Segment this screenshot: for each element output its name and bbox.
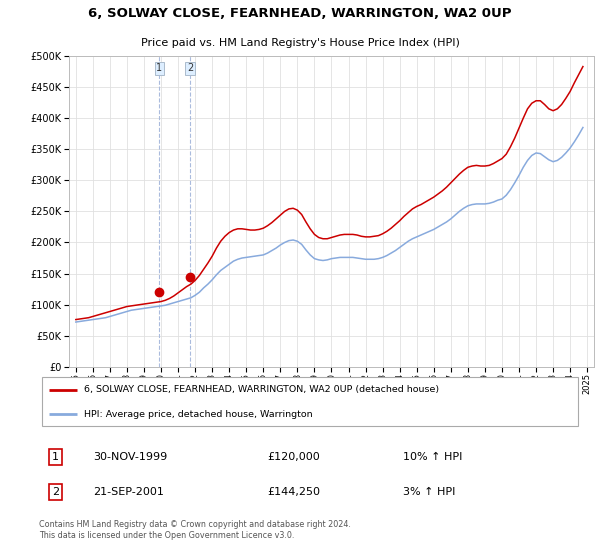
Text: 6, SOLWAY CLOSE, FEARNHEAD, WARRINGTON, WA2 0UP (detached house): 6, SOLWAY CLOSE, FEARNHEAD, WARRINGTON, …	[83, 385, 439, 394]
Text: Contains HM Land Registry data © Crown copyright and database right 2024.
This d: Contains HM Land Registry data © Crown c…	[39, 520, 351, 539]
Text: 2: 2	[187, 63, 193, 73]
Text: £120,000: £120,000	[267, 452, 320, 462]
Text: 10% ↑ HPI: 10% ↑ HPI	[403, 452, 462, 462]
Text: 30-NOV-1999: 30-NOV-1999	[94, 452, 167, 462]
Text: 1: 1	[52, 452, 59, 462]
Text: 1: 1	[156, 63, 163, 73]
Text: 6, SOLWAY CLOSE, FEARNHEAD, WARRINGTON, WA2 0UP: 6, SOLWAY CLOSE, FEARNHEAD, WARRINGTON, …	[88, 7, 512, 20]
Text: HPI: Average price, detached house, Warrington: HPI: Average price, detached house, Warr…	[83, 409, 312, 418]
Text: £144,250: £144,250	[267, 487, 320, 497]
Text: 3% ↑ HPI: 3% ↑ HPI	[403, 487, 455, 497]
FancyBboxPatch shape	[42, 377, 578, 426]
Text: Price paid vs. HM Land Registry's House Price Index (HPI): Price paid vs. HM Land Registry's House …	[140, 38, 460, 48]
Text: 2: 2	[52, 487, 59, 497]
Text: 21-SEP-2001: 21-SEP-2001	[94, 487, 164, 497]
